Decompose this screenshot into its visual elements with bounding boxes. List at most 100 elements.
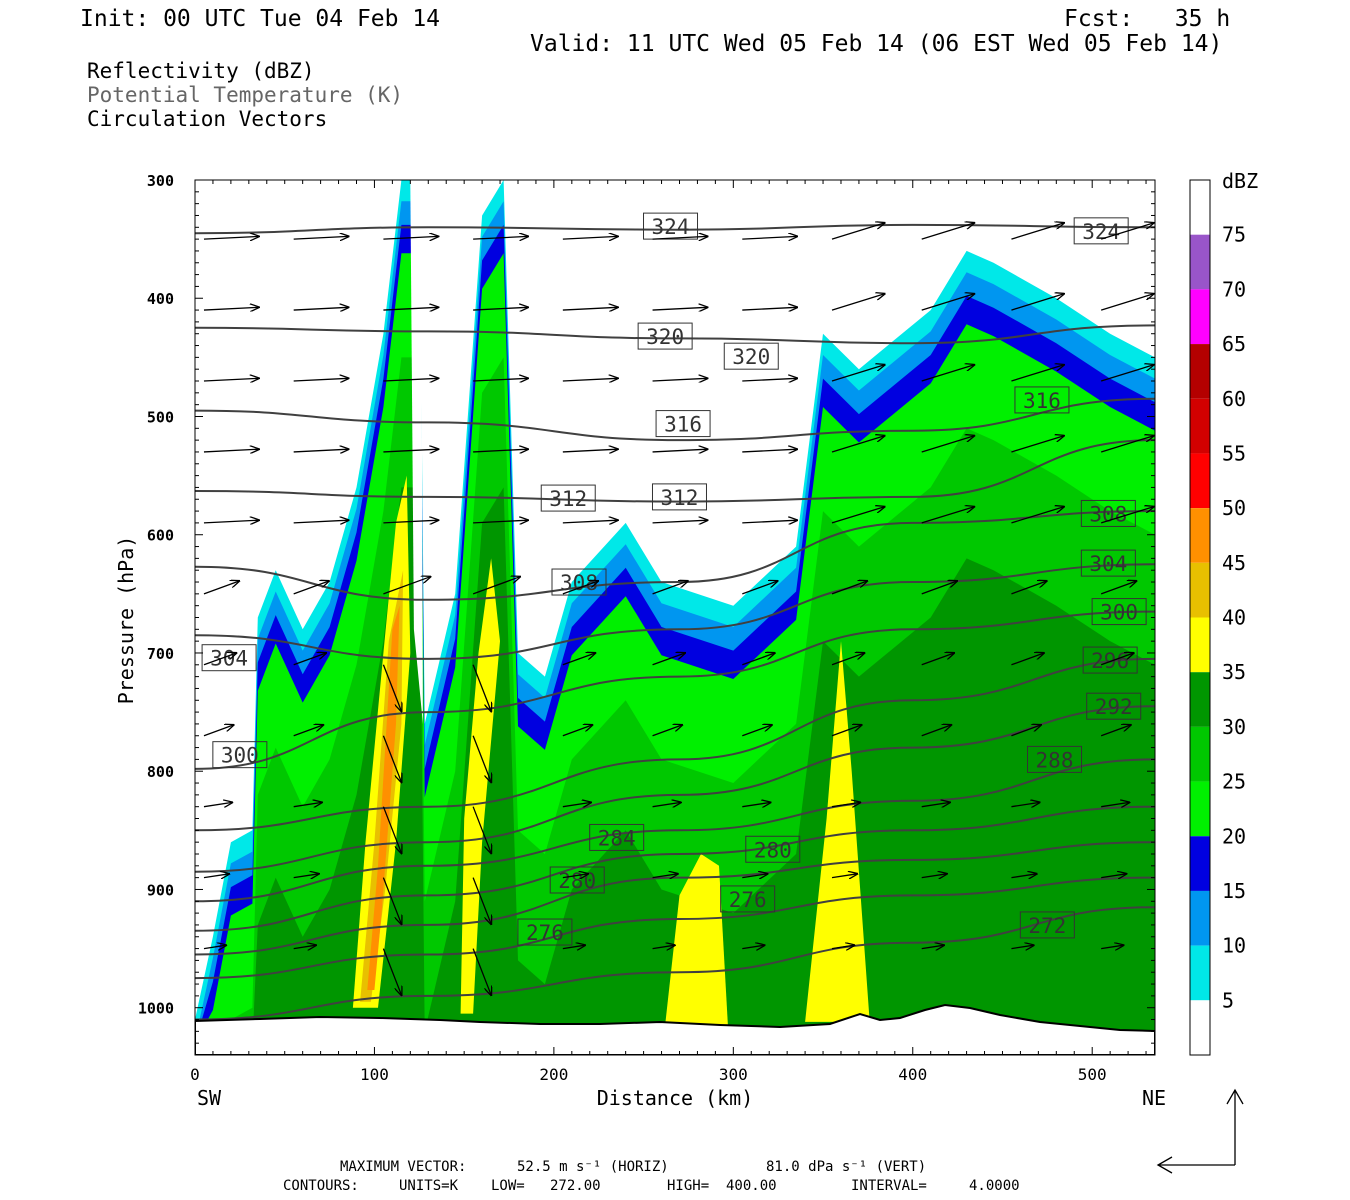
reflectivity-core (665, 854, 728, 1026)
circulation-vector (921, 653, 954, 666)
theta-contour-label: 280 (745, 835, 801, 863)
circulation-vector (652, 725, 683, 737)
circulation-vector (473, 449, 528, 452)
circulation-vector (382, 806, 401, 854)
y-tick-label: 600 (147, 527, 174, 545)
reflectivity-core (367, 605, 400, 990)
circulation-vector (472, 948, 491, 996)
x-tick-label: 0 (190, 1065, 200, 1084)
x-tick-label: 400 (898, 1065, 927, 1084)
colorbar-band (1190, 398, 1210, 454)
colorbar-level-label: 20 (1222, 824, 1246, 848)
circulation-vector (1011, 945, 1033, 948)
circulation-vector (383, 307, 438, 310)
theta-label-text: 324 (652, 215, 690, 239)
contours-units: UNITS=K (399, 1178, 459, 1194)
field-potential-temperature: Potential Temperature (K) (87, 83, 403, 107)
circulation-vector (562, 725, 593, 737)
circulation-vector (562, 307, 618, 310)
circulation-vector (921, 725, 952, 737)
theta-label-box (1027, 745, 1083, 773)
circulation-vector (1011, 802, 1039, 806)
x-end-label-sw: SW (197, 1086, 222, 1110)
circulation-vector (742, 378, 797, 381)
circulation-vector (293, 653, 326, 666)
x-axis: 0 100 200 300 400 500 (190, 180, 1147, 1084)
theta-contour-label: 288 (1027, 745, 1083, 773)
circulation-vector (831, 874, 857, 878)
circulation-vector (382, 735, 401, 783)
y-tick-label: 800 (147, 763, 174, 781)
theta-label-text: 320 (646, 325, 684, 349)
colorbar-title: dBZ (1222, 169, 1258, 193)
y-tick-label: 700 (147, 645, 174, 663)
circulation-vector (742, 307, 797, 310)
circulation-vector (1011, 874, 1036, 878)
max-vector-horiz: 52.5 m s⁻¹ (HORIZ) (517, 1159, 669, 1175)
plot-area: 324 324 320 320 316 316 312 312 308 308 304 304 300 3… (195, 180, 1155, 1055)
x-tick-label: 100 (360, 1065, 389, 1084)
theta-label-box (637, 322, 693, 350)
circulation-vector (742, 802, 770, 806)
terrain-surface (195, 1003, 1155, 1055)
circulation-vector (203, 520, 259, 523)
y-tick-label: 300 (147, 172, 174, 190)
reflectivity-core (805, 641, 870, 1022)
circulation-vector (652, 653, 685, 666)
y-tick-label: 400 (147, 290, 174, 308)
colorbar-level-label: 40 (1222, 606, 1246, 630)
circulation-vector (652, 581, 688, 595)
colorbar-level-label: 10 (1222, 934, 1246, 958)
circulation-vector (472, 806, 491, 854)
theta-contour-label: 300 (1091, 598, 1147, 626)
circulation-vector (203, 945, 226, 948)
theta-label-text: 300 (221, 744, 259, 768)
circulation-vector (472, 735, 491, 783)
theta-label-text: 276 (729, 888, 767, 912)
circulation-vector (652, 449, 708, 452)
theta-contour-288 (195, 758, 1155, 903)
colorbar-band (1190, 672, 1210, 727)
circulation-vector (473, 378, 528, 381)
circulation-vector (473, 520, 528, 523)
circulation-vector (383, 236, 438, 239)
circulation-vector (921, 507, 975, 524)
circulation-vector (293, 378, 349, 381)
theta-contour-label: 304 (1080, 549, 1136, 577)
circulation-vector (1011, 581, 1046, 595)
circulation-vector (921, 945, 944, 948)
circulation-vector (383, 378, 438, 381)
circulation-vector (293, 449, 349, 452)
circulation-vector (921, 874, 947, 878)
x-end-label-ne: NE (1142, 1086, 1166, 1110)
circulation-vector (652, 802, 681, 806)
theta-contours: 324 324 320 320 316 316 312 312 308 308 304 304 300 3… (195, 212, 1155, 1021)
colorbar-frame (1189, 179, 1211, 1056)
colorbar-band (1190, 836, 1210, 891)
circulation-vector (562, 378, 618, 381)
circulation-vector (1011, 507, 1064, 524)
y-tick-label: 900 (147, 881, 174, 899)
colorbar-band (1190, 508, 1210, 563)
circulation-vector (203, 653, 236, 666)
y-axis-label: Pressure (hPa) (114, 536, 138, 705)
colorbar-level-label: 65 (1222, 332, 1246, 356)
theta-contour-label: 316 (655, 410, 711, 438)
circulation-vector (831, 507, 885, 524)
circulation-vector (742, 236, 797, 239)
circulation-vector (831, 365, 885, 382)
circulation-vectors (203, 223, 1154, 996)
circulation-vector (382, 877, 401, 925)
theta-contour-label: 272 (1019, 911, 1075, 939)
theta-label-box (1082, 646, 1138, 674)
colorbar-band (1190, 781, 1210, 837)
circulation-vector (921, 802, 950, 806)
theta-contour-label: 320 (723, 342, 779, 370)
circulation-vector (1101, 945, 1123, 948)
theta-contour-label: 300 (212, 741, 268, 769)
circulation-vector (562, 449, 618, 452)
colorbar-level-label: 50 (1222, 496, 1246, 520)
circulation-vector (652, 520, 708, 523)
theta-label-box (1014, 386, 1070, 414)
